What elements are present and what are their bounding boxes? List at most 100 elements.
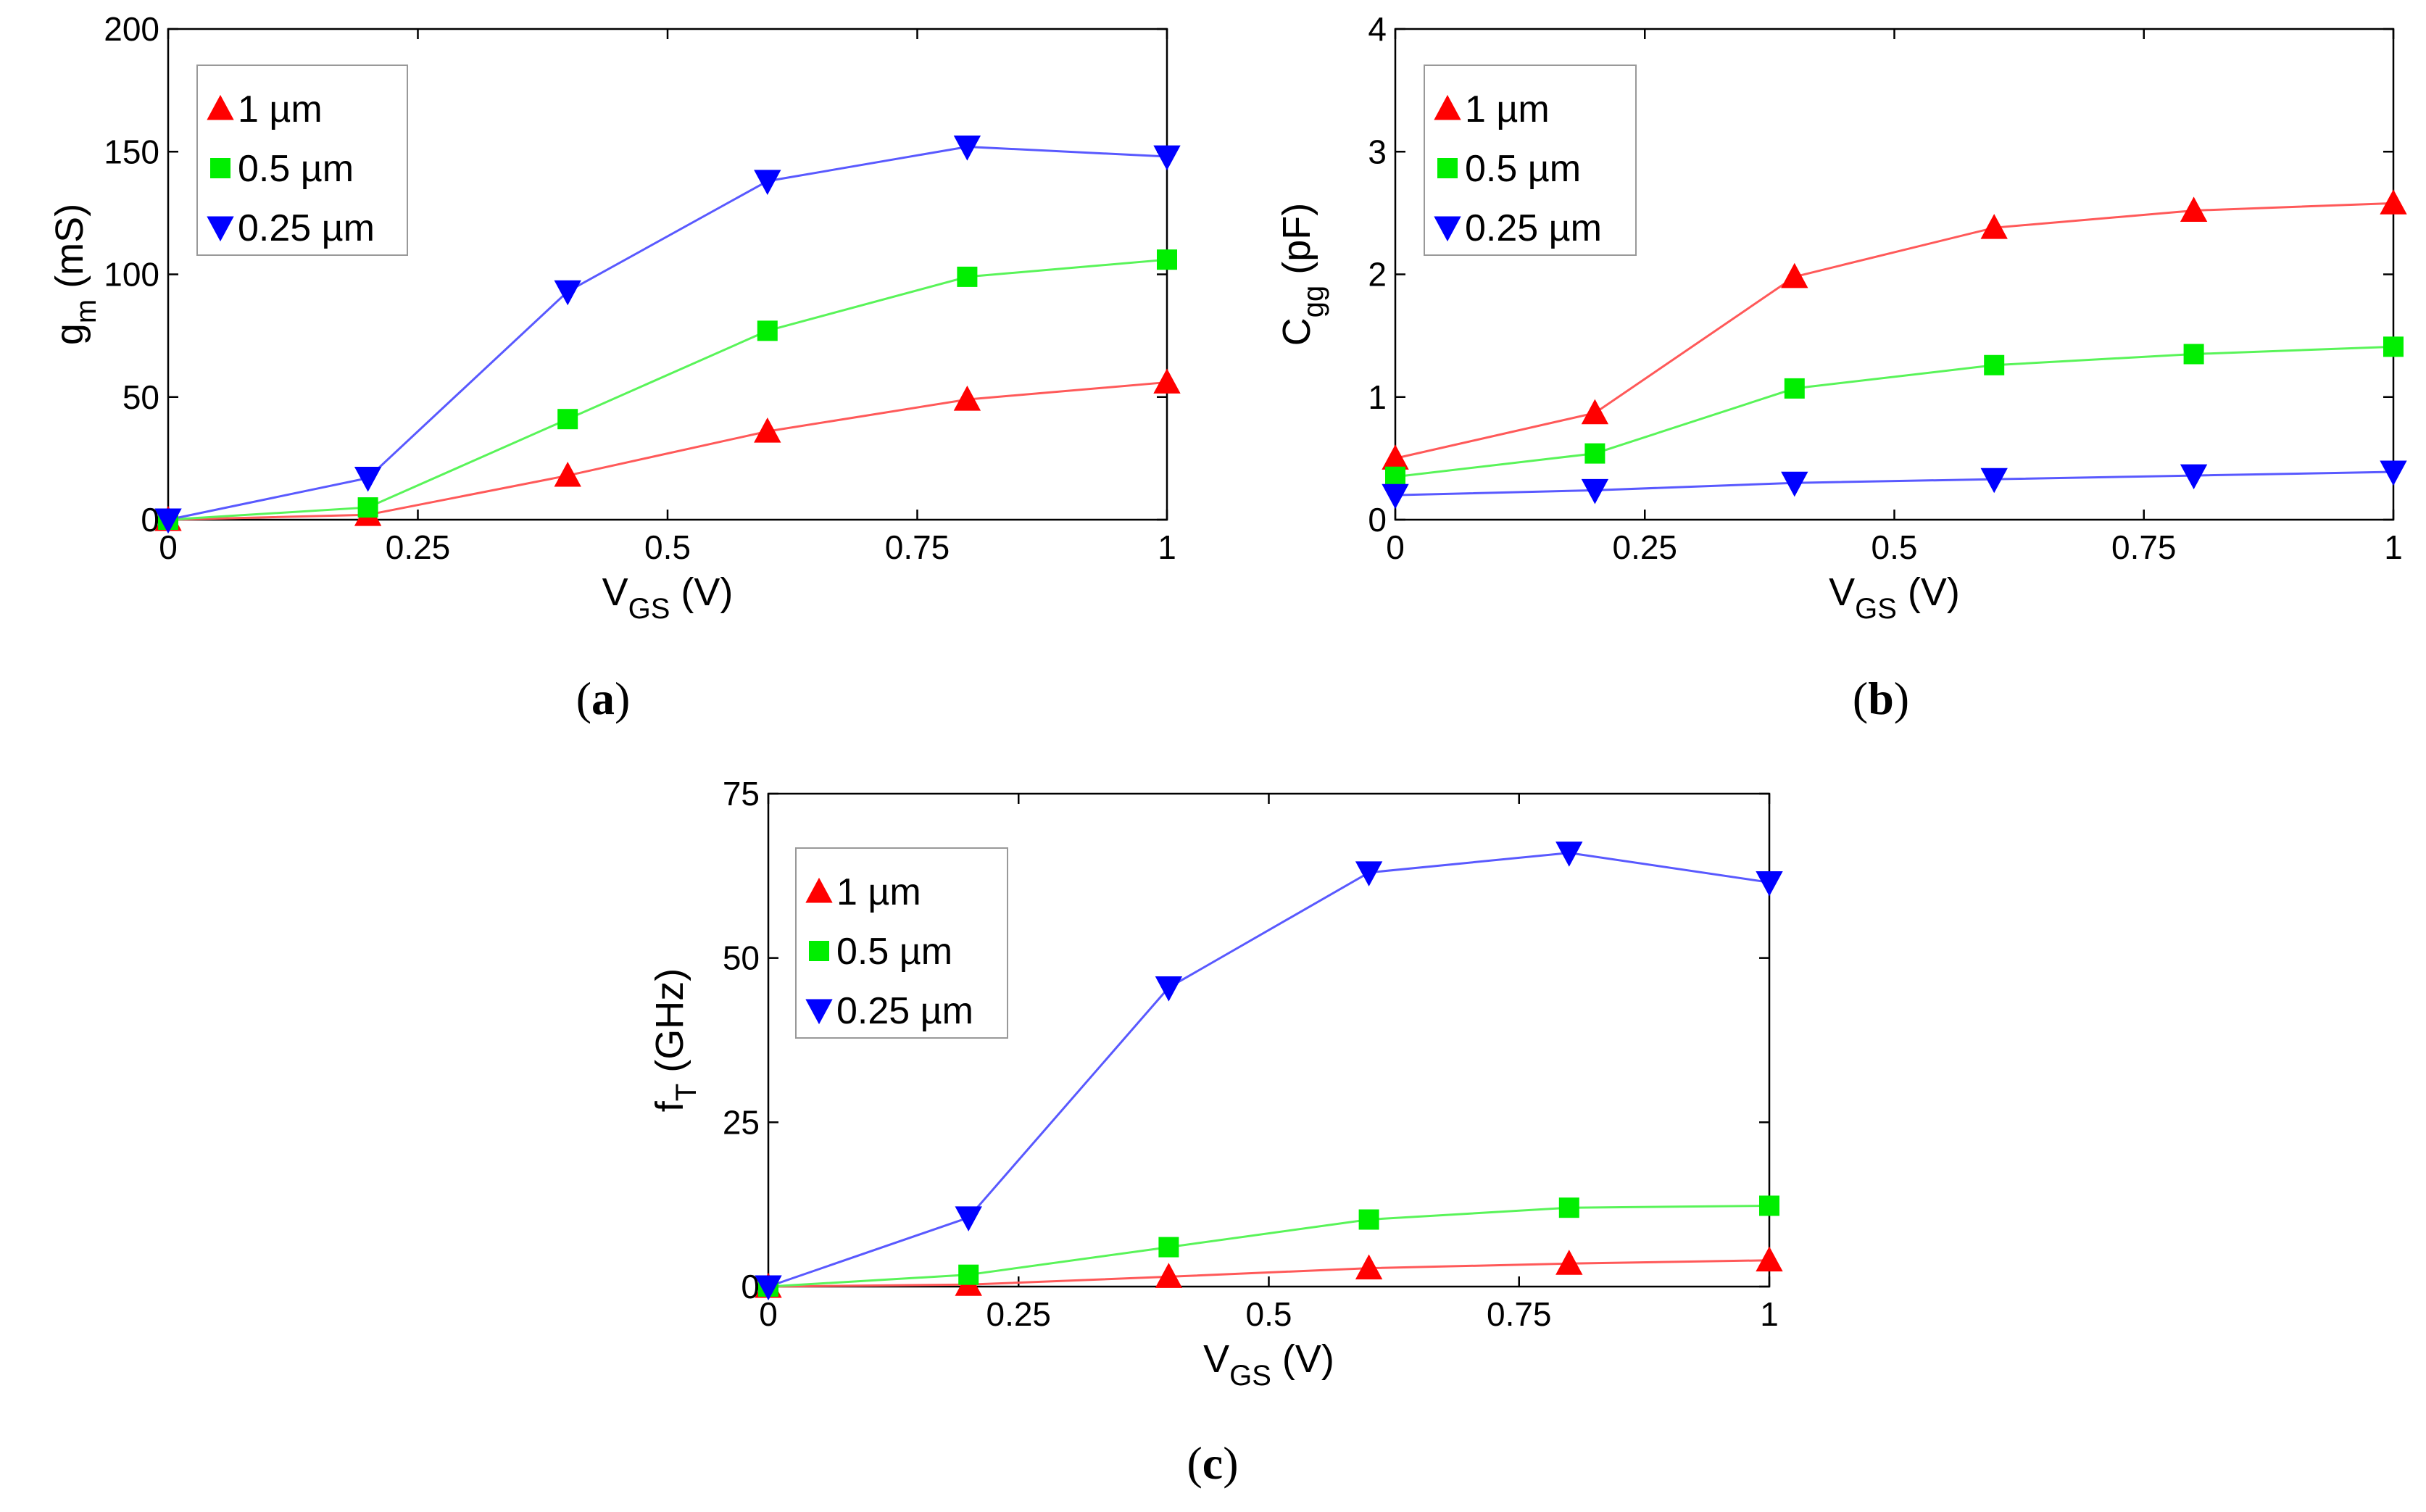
y-tick-label: 25 bbox=[723, 1103, 760, 1141]
y-axis-label-unit: (GHz) bbox=[648, 968, 691, 1084]
data-point-triangle-down bbox=[1555, 842, 1583, 867]
x-tick-label: 0.5 bbox=[644, 528, 691, 566]
legend-marker-triangle-down bbox=[805, 999, 833, 1025]
data-point-triangle-down bbox=[2380, 460, 2407, 486]
data-point-triangle-down bbox=[1382, 483, 1409, 510]
data-point-triangle-up bbox=[754, 418, 781, 443]
legend: 1 µm 0.5 µm 0.25 µm bbox=[196, 65, 408, 256]
y-tick-label: 3 bbox=[1368, 133, 1387, 170]
legend-box bbox=[795, 847, 1008, 1039]
legend-label: 1 µm bbox=[238, 88, 323, 130]
y-tick-label: 1 bbox=[1368, 378, 1387, 416]
data-point-triangle-up bbox=[1355, 1254, 1383, 1280]
panel-caption-letter: a bbox=[591, 673, 615, 724]
data-point-square bbox=[957, 266, 978, 287]
series-line-0 bbox=[1395, 202, 2394, 460]
series-line-1 bbox=[167, 258, 1168, 521]
y-tick-label: 100 bbox=[104, 256, 159, 294]
x-axis-label-unit: (V) bbox=[670, 570, 733, 614]
data-point-square bbox=[1157, 249, 1177, 270]
x-tick-label: 0.5 bbox=[1872, 528, 1918, 566]
legend-marker-square bbox=[809, 941, 829, 961]
data-point-triangle-up bbox=[1756, 1246, 1783, 1272]
x-axis-label: VGS (V) bbox=[1829, 570, 1960, 625]
y-tick-label: 2 bbox=[1368, 256, 1387, 294]
data-point-square bbox=[958, 1264, 979, 1285]
legend-label: 0.25 µm bbox=[836, 990, 973, 1032]
x-axis-label-sub: GS bbox=[1229, 1360, 1271, 1392]
y-axis-label: fT (GHz) bbox=[648, 968, 702, 1112]
panel-caption-letter: b bbox=[1868, 673, 1894, 724]
panel-caption: (a) bbox=[576, 673, 631, 724]
panel-caption: (b) bbox=[1853, 673, 1909, 724]
y-axis-label-sub: m bbox=[70, 299, 102, 323]
x-axis-label-main: V bbox=[1829, 570, 1855, 614]
data-point-triangle-down bbox=[953, 136, 981, 161]
y-tick-label: 0 bbox=[1368, 501, 1387, 539]
legend-marker-triangle-up bbox=[805, 877, 833, 903]
data-point-triangle-up bbox=[2380, 189, 2407, 215]
data-point-triangle-down bbox=[1980, 468, 2008, 494]
y-tick-label: 200 bbox=[104, 10, 159, 48]
data-point-square bbox=[1784, 378, 1805, 399]
data-point-square bbox=[757, 320, 778, 341]
y-tick-label: 75 bbox=[723, 775, 760, 813]
panel-c: 0 0.25 0.5 0.75 1 0 25 50 75 VGS (V) fT (GHz) 1 µm 0… bbox=[648, 775, 1783, 1489]
data-point-square bbox=[1385, 466, 1405, 487]
y-axis-label-sub: T bbox=[670, 1084, 702, 1101]
data-point-triangle-down bbox=[1756, 871, 1783, 897]
x-tick-label: 1 bbox=[1158, 528, 1176, 566]
legend-marker-triangle-up bbox=[1434, 94, 1461, 120]
y-axis-label-sub: gg bbox=[1297, 286, 1329, 318]
data-point-square bbox=[1759, 1195, 1779, 1216]
x-axis-label: VGS (V) bbox=[602, 570, 734, 625]
series-line-2 bbox=[167, 145, 1168, 521]
x-tick-label: 0.25 bbox=[386, 528, 451, 566]
legend-label: 0.5 µm bbox=[1465, 148, 1581, 190]
y-tick-label: 0 bbox=[741, 1268, 760, 1305]
x-tick-label: 0 bbox=[759, 1295, 778, 1333]
y-tick-label: 50 bbox=[723, 939, 760, 977]
y-axis-label-unit: (mS) bbox=[48, 204, 91, 299]
data-point-triangle-up bbox=[1555, 1250, 1583, 1275]
data-point-square bbox=[1358, 1209, 1379, 1230]
data-point-triangle-up bbox=[1581, 399, 1609, 425]
data-point-triangle-down bbox=[154, 508, 182, 534]
legend-marker-triangle-down bbox=[207, 216, 234, 242]
legend-marker-triangle-up bbox=[207, 94, 234, 120]
data-point-triangle-up bbox=[1781, 262, 1808, 288]
x-tick-label: 0 bbox=[1386, 528, 1405, 566]
data-point-triangle-up bbox=[2180, 196, 2208, 222]
data-point-triangle-down bbox=[1581, 478, 1609, 504]
legend-marker-square bbox=[210, 158, 230, 178]
y-axis-label: gm (mS) bbox=[48, 204, 102, 345]
legend-label: 1 µm bbox=[836, 871, 921, 913]
data-point-triangle-down bbox=[354, 467, 382, 492]
data-point-square bbox=[1158, 1237, 1179, 1258]
data-point-square bbox=[557, 409, 578, 430]
data-point-square bbox=[1558, 1197, 1579, 1218]
y-tick-label: 0 bbox=[141, 501, 159, 539]
x-axis-label-main: V bbox=[1203, 1337, 1229, 1381]
y-axis-label: Cgg (pF) bbox=[1275, 203, 1329, 346]
x-tick-label: 0 bbox=[159, 528, 178, 566]
panel-b: 0 0.25 0.5 0.75 1 0 1 2 3 4 VGS (V) Cgg (pF) 1 µm 0.5… bbox=[1275, 10, 2407, 724]
series-line-1 bbox=[768, 1204, 1770, 1288]
legend-label: 0.5 µm bbox=[836, 931, 952, 973]
series-line-1 bbox=[1395, 345, 2394, 478]
y-axis-label-main: C bbox=[1275, 317, 1318, 346]
y-tick-label: 50 bbox=[122, 378, 159, 416]
series-line-0 bbox=[768, 1259, 1770, 1288]
data-point-triangle-down bbox=[554, 280, 581, 306]
x-axis-label-unit: (V) bbox=[1897, 570, 1960, 614]
series-line-2 bbox=[1395, 470, 2394, 497]
data-point-triangle-down bbox=[755, 1275, 782, 1301]
x-axis-label-main: V bbox=[602, 570, 628, 614]
legend: 1 µm 0.5 µm 0.25 µm bbox=[795, 847, 1008, 1039]
panel-a: 0 0.25 0.5 0.75 1 0 50 100 150 200 VGS (V) gm (mS) 1… bbox=[48, 10, 1181, 724]
data-point-triangle-down bbox=[1155, 976, 1183, 1002]
data-point-triangle-up bbox=[1155, 1263, 1183, 1288]
data-point-triangle-up bbox=[554, 461, 581, 487]
x-axis-label-sub: GS bbox=[1855, 593, 1897, 625]
